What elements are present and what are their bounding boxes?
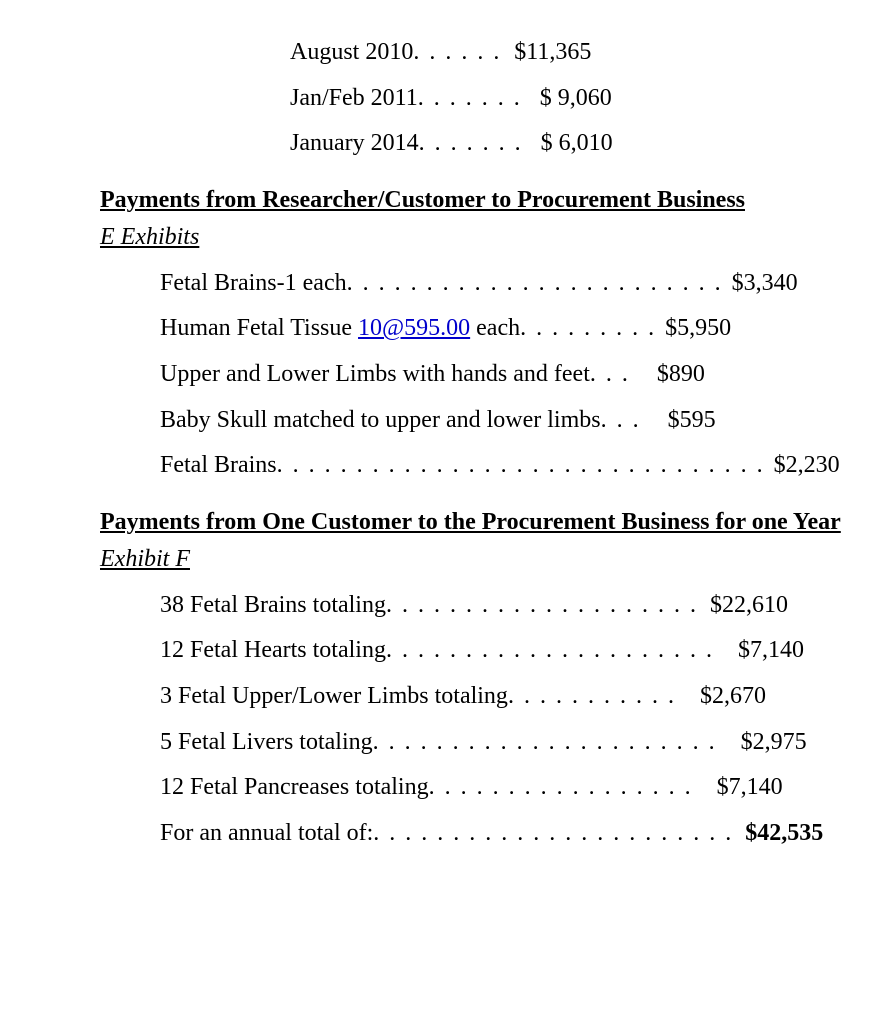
top-row-label: January 2014 <box>290 121 419 167</box>
item-label: Human Fetal Tissue 10@595.00 each <box>160 306 520 352</box>
dot-leader: . . . . . . . . . . . . . . . . . . . . … <box>347 261 723 307</box>
exhibit-e-row: Upper and Lower Limbs with hands and fee… <box>160 352 879 398</box>
dot-leader: . . . . . . . . . . . . . . . . . . . . … <box>277 443 765 489</box>
dot-leader: . . . . . . . . . . . . . . . . . . . . … <box>386 628 714 674</box>
dot-leader: . . . . . . . <box>418 76 522 122</box>
top-row-label: Jan/Feb 2011 <box>290 76 418 122</box>
dot-leader: . . . . . . . . . . . . . . . . . <box>429 765 693 811</box>
exhibit-e-row: Human Fetal Tissue 10@595.00 each . . . … <box>160 306 879 352</box>
item-label: 12 Fetal Pancreases totaling <box>160 765 429 811</box>
item-label: 12 Fetal Hearts totaling <box>160 628 386 674</box>
item-value: $2,230 <box>765 443 840 489</box>
exhibit-e-row: Fetal Brains . . . . . . . . . . . . . .… <box>160 443 879 489</box>
item-label: Fetal Brains-1 each <box>160 261 347 307</box>
item-label: 3 Fetal Upper/Lower Limbs totaling <box>160 674 508 720</box>
exhibit-f-row: 3 Fetal Upper/Lower Limbs totaling . . .… <box>160 674 879 720</box>
item-label: Fetal Brains <box>160 443 277 489</box>
item-value: $595 <box>641 398 716 444</box>
item-value: $5,950 <box>656 306 731 352</box>
top-row-value: $11,365 <box>501 30 591 76</box>
section2-heading: Payments from One Customer to the Procur… <box>100 509 879 536</box>
dot-leader: . . . . . . . . . . . <box>508 674 676 720</box>
dot-leader: . . . . . . . <box>419 121 523 167</box>
item-label: 38 Fetal Brains totaling <box>160 583 386 629</box>
item-label-pre: Human Fetal Tissue <box>160 315 358 341</box>
item-label: Upper and Lower Limbs with hands and fee… <box>160 352 590 398</box>
exhibit-e-row: Fetal Brains-1 each . . . . . . . . . . … <box>160 261 879 307</box>
item-label: 5 Fetal Livers totaling <box>160 720 373 766</box>
item-value: $22,610 <box>698 583 788 629</box>
top-row: Jan/Feb 2011 . . . . . . . $ 9,060 <box>290 76 879 122</box>
total-value: $42,535 <box>733 811 823 857</box>
exhibit-f-row: 12 Fetal Pancreases totaling . . . . . .… <box>160 765 879 811</box>
dot-leader: . . . . . . . . . . . . . . . . . . . . … <box>373 720 717 766</box>
item-label-post: each <box>470 315 520 341</box>
exhibit-f-total-row: For an annual total of: . . . . . . . . … <box>160 811 879 857</box>
item-label: Baby Skull matched to upper and lower li… <box>160 398 601 444</box>
top-row-value: $ 9,060 <box>522 76 612 122</box>
top-row: January 2014 . . . . . . . $ 6,010 <box>290 121 879 167</box>
item-value: $2,670 <box>676 674 766 720</box>
dot-leader: . . . <box>590 352 630 398</box>
dot-leader: . . . <box>601 398 641 444</box>
dot-leader: . . . . . . <box>413 30 501 76</box>
document-page: August 2010 . . . . . . $11,365 Jan/Feb … <box>0 0 879 886</box>
item-value: $2,975 <box>717 720 807 766</box>
dot-leader: . . . . . . . . . . . . . . . . . . . . <box>386 583 698 629</box>
item-value: $7,140 <box>693 765 783 811</box>
total-label: For an annual total of: <box>160 811 373 857</box>
exhibit-f-row: 5 Fetal Livers totaling . . . . . . . . … <box>160 720 879 766</box>
top-row-value: $ 6,010 <box>523 121 613 167</box>
item-value: $3,340 <box>723 261 798 307</box>
section1-heading: Payments from Researcher/Customer to Pro… <box>100 187 879 214</box>
dot-leader: . . . . . . . . . <box>520 306 656 352</box>
exhibit-f-row: 12 Fetal Hearts totaling . . . . . . . .… <box>160 628 879 674</box>
exhibit-f-row: 38 Fetal Brains totaling . . . . . . . .… <box>160 583 879 629</box>
quantity-price-link[interactable]: 10@595.00 <box>358 315 470 341</box>
section2-subheading: Exhibit F <box>100 546 879 573</box>
exhibit-e-row: Baby Skull matched to upper and lower li… <box>160 398 879 444</box>
item-value: $7,140 <box>714 628 804 674</box>
top-row-label: August 2010 <box>290 30 413 76</box>
item-value: $890 <box>630 352 705 398</box>
dot-leader: . . . . . . . . . . . . . . . . . . . . … <box>373 811 733 857</box>
section1-subheading: E Exhibits <box>100 224 879 251</box>
top-row: August 2010 . . . . . . $11,365 <box>290 30 879 76</box>
